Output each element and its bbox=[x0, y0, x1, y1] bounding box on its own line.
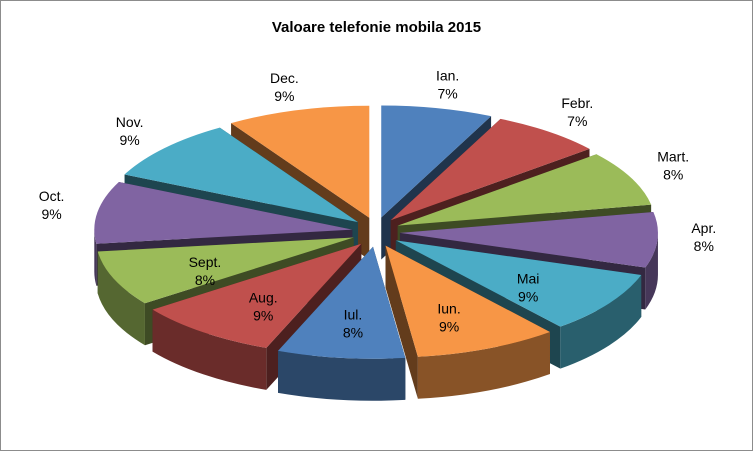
data-label-febr-name: Febr. bbox=[561, 95, 593, 111]
data-label-iul-value: 8% bbox=[343, 325, 363, 341]
slice-top-aug bbox=[152, 243, 362, 348]
data-label-oct-value: 9% bbox=[41, 206, 61, 222]
slice-side-sept-0 bbox=[97, 251, 145, 346]
slice-top-iul bbox=[278, 246, 406, 359]
slice-side-apr-0 bbox=[645, 232, 658, 310]
data-label-sept-value: 8% bbox=[195, 272, 215, 288]
slice-top-dec bbox=[231, 105, 370, 218]
slice-side-iul-0 bbox=[278, 350, 406, 401]
data-label-mai-value: 9% bbox=[518, 288, 538, 304]
data-label-nov-name: Nov. bbox=[116, 114, 144, 130]
data-label-iun-name: Iun. bbox=[437, 300, 460, 316]
data-label-aug-name: Aug. bbox=[249, 290, 278, 306]
data-label-dec-name: Dec. bbox=[270, 70, 299, 86]
data-label-febr-value: 7% bbox=[567, 113, 587, 129]
slice-top-nov bbox=[124, 127, 358, 223]
slice-iul bbox=[278, 246, 406, 401]
data-label-iun-value: 9% bbox=[439, 318, 459, 334]
slice-iun bbox=[385, 245, 550, 399]
data-label-mart-name: Mart. bbox=[657, 148, 689, 164]
data-label-ian-name: Ian. bbox=[436, 68, 459, 84]
data-label-ian-value: 7% bbox=[438, 86, 458, 102]
slice-wall-iun-1 bbox=[385, 245, 418, 399]
data-label-mai-name: Mai bbox=[517, 270, 540, 286]
data-label-aug-value: 9% bbox=[253, 308, 273, 324]
data-label-nov-value: 9% bbox=[120, 132, 140, 148]
data-label-dec-value: 9% bbox=[274, 88, 294, 104]
slice-top-febr bbox=[390, 118, 590, 221]
slice-side-iun-0 bbox=[417, 331, 550, 399]
slice-top-oct bbox=[94, 181, 353, 244]
slice-side-aug-0 bbox=[152, 309, 267, 390]
slice-top-mai bbox=[395, 240, 642, 327]
slice-side-mai-0 bbox=[560, 274, 642, 369]
data-label-apr-value: 8% bbox=[694, 238, 714, 254]
chart-title: Valoare telefonie mobila 2015 bbox=[271, 19, 482, 36]
slice-top-iun bbox=[385, 245, 550, 357]
data-label-oct-name: Oct. bbox=[39, 188, 65, 204]
slice-top-ian bbox=[381, 105, 492, 218]
slice-side-oct-0 bbox=[94, 229, 97, 286]
data-label-iul-name: Iul. bbox=[344, 307, 363, 323]
data-label-apr-name: Apr. bbox=[691, 220, 716, 236]
data-label-sept-name: Sept. bbox=[189, 254, 222, 270]
data-label-mart-value: 8% bbox=[663, 166, 683, 182]
slice-top-apr bbox=[399, 211, 658, 268]
slice-top-mart bbox=[397, 154, 652, 226]
slice-top-sept bbox=[97, 237, 354, 304]
